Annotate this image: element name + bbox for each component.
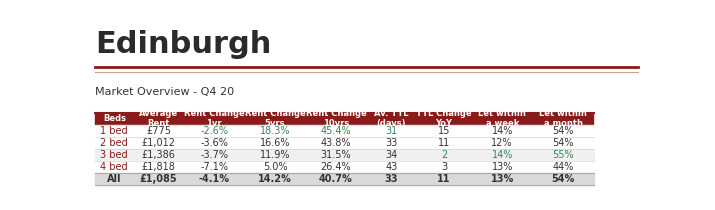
Text: 31: 31 xyxy=(385,126,398,136)
Bar xyxy=(95,125,593,137)
Text: -3.7%: -3.7% xyxy=(200,150,228,160)
Text: 33: 33 xyxy=(385,174,398,184)
Text: 33: 33 xyxy=(385,138,398,148)
Text: 44%: 44% xyxy=(553,162,574,172)
Text: 11: 11 xyxy=(438,138,450,148)
Text: -2.6%: -2.6% xyxy=(200,126,228,136)
Text: Av. TTL
(days): Av. TTL (days) xyxy=(374,109,409,128)
Text: 45.4%: 45.4% xyxy=(320,126,351,136)
Bar xyxy=(533,113,593,125)
Text: 14%: 14% xyxy=(491,126,513,136)
Bar xyxy=(184,113,244,125)
Text: Rent Change
10yrs: Rent Change 10yrs xyxy=(305,109,366,128)
Bar xyxy=(95,137,593,149)
Text: £1,085: £1,085 xyxy=(140,174,177,184)
Text: 14.2%: 14.2% xyxy=(258,174,292,184)
Text: 55%: 55% xyxy=(553,150,574,160)
Text: Rent Change
5yrs: Rent Change 5yrs xyxy=(245,109,305,128)
Text: 15: 15 xyxy=(438,126,450,136)
Text: Beds: Beds xyxy=(103,114,126,123)
Text: -7.1%: -7.1% xyxy=(200,162,228,172)
Text: Let within
a month: Let within a month xyxy=(539,109,587,128)
Bar xyxy=(95,161,593,173)
Text: -4.1%: -4.1% xyxy=(199,174,230,184)
Text: Let within
a week: Let within a week xyxy=(478,109,526,128)
Text: 2 bed: 2 bed xyxy=(100,138,128,148)
Text: 16.6%: 16.6% xyxy=(260,138,290,148)
Text: TTL Change
YoY: TTL Change YoY xyxy=(416,109,472,128)
Bar xyxy=(416,113,471,125)
Text: 26.4%: 26.4% xyxy=(320,162,351,172)
Text: Edinburgh: Edinburgh xyxy=(95,30,271,59)
Text: 43: 43 xyxy=(385,162,398,172)
Text: 13%: 13% xyxy=(491,162,513,172)
Text: 13%: 13% xyxy=(490,174,514,184)
Bar xyxy=(472,113,532,125)
Text: 31.5%: 31.5% xyxy=(320,150,351,160)
Text: 5.0%: 5.0% xyxy=(262,162,287,172)
Text: 11.9%: 11.9% xyxy=(260,150,290,160)
Text: £1,818: £1,818 xyxy=(142,162,176,172)
Text: All: All xyxy=(107,174,122,184)
Text: £1,012: £1,012 xyxy=(142,138,176,148)
Bar xyxy=(305,113,366,125)
Text: 2: 2 xyxy=(441,150,447,160)
Text: 3 bed: 3 bed xyxy=(101,150,128,160)
Text: £1,386: £1,386 xyxy=(142,150,176,160)
Text: 18.3%: 18.3% xyxy=(260,126,290,136)
Text: 43.8%: 43.8% xyxy=(321,138,351,148)
Text: 40.7%: 40.7% xyxy=(319,174,352,184)
Bar xyxy=(95,113,133,125)
Text: Average
Rent: Average Rent xyxy=(139,109,178,128)
Text: 12%: 12% xyxy=(491,138,513,148)
Text: £775: £775 xyxy=(146,126,171,136)
Text: Rent Change
1yr: Rent Change 1yr xyxy=(184,109,245,128)
Text: 54%: 54% xyxy=(551,174,575,184)
Text: 11: 11 xyxy=(438,174,450,184)
Bar xyxy=(366,113,415,125)
Text: 54%: 54% xyxy=(553,138,574,148)
Bar xyxy=(245,113,305,125)
Text: 1 bed: 1 bed xyxy=(101,126,128,136)
Text: 14%: 14% xyxy=(491,150,513,160)
Bar xyxy=(134,113,183,125)
Text: 54%: 54% xyxy=(553,126,574,136)
Text: 4 bed: 4 bed xyxy=(101,162,128,172)
Bar xyxy=(95,149,593,161)
Text: 3: 3 xyxy=(441,162,447,172)
Bar xyxy=(95,173,593,185)
Text: -3.6%: -3.6% xyxy=(200,138,228,148)
Text: 34: 34 xyxy=(385,150,398,160)
Text: Market Overview - Q4 20: Market Overview - Q4 20 xyxy=(95,87,234,97)
